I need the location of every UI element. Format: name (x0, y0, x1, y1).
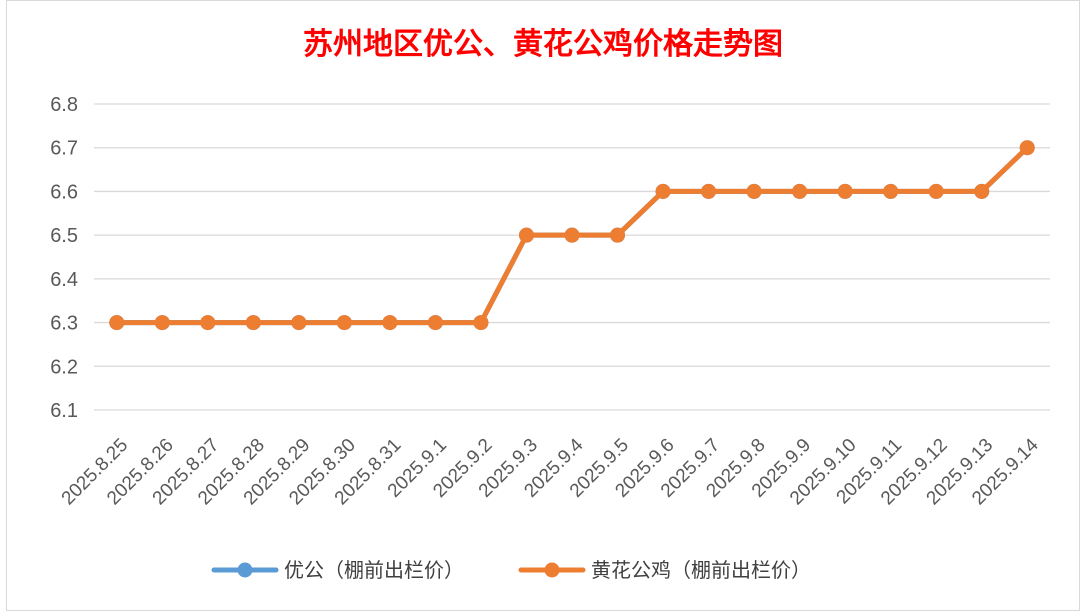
data-point (928, 183, 944, 199)
chart-title: 苏州地区优公、黄花公鸡价格走势图 (303, 27, 783, 62)
data-point (837, 183, 853, 199)
legend-item: 优公（棚前出栏价） (211, 558, 464, 582)
legend-label: 黄花公鸡（棚前出栏价） (591, 558, 811, 582)
y-tick-label: 6.6 (50, 181, 78, 203)
data-point (610, 227, 626, 243)
data-point (883, 183, 899, 199)
data-point (473, 315, 489, 331)
legend-item: 黄花公鸡（棚前出栏价） (518, 558, 811, 582)
series-layer (109, 140, 1035, 331)
data-point (200, 315, 216, 331)
series-2 (109, 140, 1035, 331)
y-tick-label: 6.1 (50, 400, 78, 422)
data-point (792, 183, 808, 199)
x-axis-ticks: 2025.8.252025.8.262025.8.272025.8.282025… (58, 434, 1043, 509)
data-point (109, 315, 125, 331)
data-point (245, 315, 261, 331)
gridlines (94, 103, 1050, 411)
legend: 优公（棚前出栏价） 黄花公鸡（棚前出栏价） (211, 558, 811, 582)
data-point (655, 183, 671, 199)
legend-label: 优公（棚前出栏价） (284, 558, 464, 582)
legend-marker (237, 562, 253, 578)
data-point (291, 315, 307, 331)
y-tick-label: 6.3 (50, 313, 78, 335)
data-point (518, 227, 534, 243)
y-axis-ticks: 6.1 6.2 6.3 6.4 6.5 6.6 6.7 6.8 (50, 94, 78, 422)
data-point (701, 183, 717, 199)
data-point (974, 183, 990, 199)
data-point (427, 315, 443, 331)
data-point (564, 227, 580, 243)
legend-marker (544, 562, 560, 578)
data-point (746, 183, 762, 199)
data-point (336, 315, 352, 331)
y-tick-label: 6.7 (50, 138, 78, 160)
y-tick-label: 6.4 (50, 269, 78, 291)
data-point (154, 315, 170, 331)
chart-frame (6, 0, 1080, 611)
y-tick-label: 6.5 (50, 225, 78, 247)
data-point (1019, 140, 1035, 156)
y-tick-label: 6.2 (50, 356, 78, 378)
data-point (382, 315, 398, 331)
y-tick-label: 6.8 (50, 94, 78, 116)
